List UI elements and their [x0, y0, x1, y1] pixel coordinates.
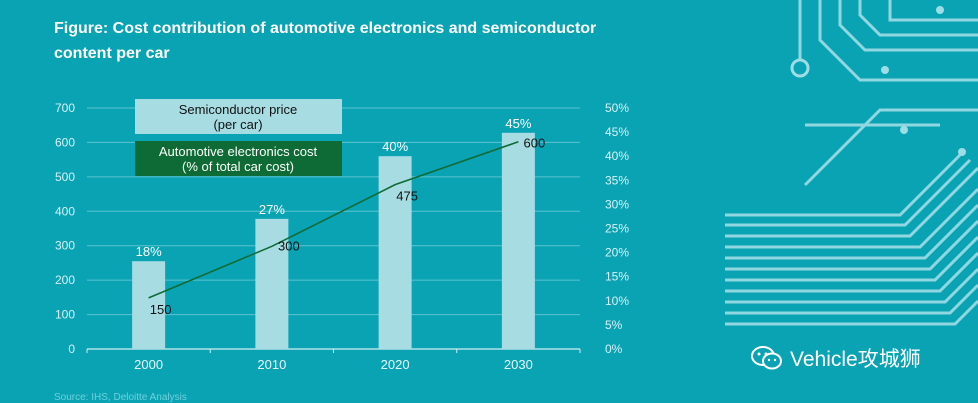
legend-label: (% of total car cost): [182, 159, 294, 174]
bar-series: 18% 27% 40% 45%: [132, 116, 535, 349]
legend-label: Automotive electronics cost: [159, 144, 318, 159]
bar-data-label: 18%: [136, 244, 162, 259]
right-tick-label: 5%: [605, 318, 623, 332]
bar: [378, 156, 412, 349]
right-tick-label: 30%: [605, 197, 629, 211]
left-tick-label: 700: [55, 101, 75, 115]
right-axis-ticks: 0% 5% 10% 15% 20% 25% 30% 35% 40% 45% 50%: [605, 101, 629, 356]
left-axis-ticks: 0 100 200 300 400 500 600 700: [55, 101, 75, 356]
right-tick-label: 35%: [605, 173, 629, 187]
line-series: 150 300 475 600: [148, 136, 546, 317]
left-tick-label: 400: [55, 204, 75, 218]
line-path: [148, 140, 519, 299]
x-axis-ticks: 2000 2010 2020 2030: [134, 357, 533, 372]
legend: Semiconductor price(per car) Automotive e…: [135, 99, 342, 176]
left-tick-label: 0: [68, 342, 75, 356]
line-data-label: 600: [524, 136, 546, 151]
bar: [132, 261, 166, 349]
line-data-label: 475: [396, 189, 418, 204]
bar-data-label: 27%: [259, 202, 285, 217]
bar: [501, 132, 535, 349]
watermark-text: Vehicle攻城狮: [790, 348, 921, 371]
x-tick-label: 2020: [381, 357, 410, 372]
left-tick-label: 300: [55, 239, 75, 253]
x-tick-label: 2010: [257, 357, 286, 372]
bar-data-label: 40%: [382, 139, 408, 154]
chart-title: Figure: Cost contribution of automotive …: [54, 20, 597, 62]
right-tick-label: 10%: [605, 294, 629, 308]
watermark: Vehicle攻城狮: [750, 343, 921, 373]
right-tick-label: 0%: [605, 342, 623, 356]
right-tick-label: 50%: [605, 101, 629, 115]
left-tick-label: 500: [55, 170, 75, 184]
left-tick-label: 600: [55, 135, 75, 149]
x-tick-label: 2000: [134, 357, 163, 372]
bar-data-label: 45%: [505, 116, 531, 131]
right-tick-label: 45%: [605, 125, 629, 139]
line-data-label: 300: [278, 238, 300, 253]
right-tick-label: 40%: [605, 149, 629, 163]
right-tick-label: 20%: [605, 246, 629, 260]
source-note: Source: IHS, Deloitte Analysis: [54, 392, 187, 403]
left-tick-label: 100: [55, 308, 75, 322]
right-tick-label: 15%: [605, 270, 629, 284]
legend-swatch: [135, 141, 342, 176]
legend-label: (per car): [213, 117, 262, 132]
x-tick-label: 2030: [504, 357, 533, 372]
line-data-label: 150: [150, 302, 172, 317]
wechat-icon: [751, 346, 782, 370]
left-tick-label: 200: [55, 273, 75, 287]
legend-label: Semiconductor price: [179, 102, 298, 117]
legend-swatch: [135, 99, 342, 134]
right-tick-label: 25%: [605, 222, 629, 236]
